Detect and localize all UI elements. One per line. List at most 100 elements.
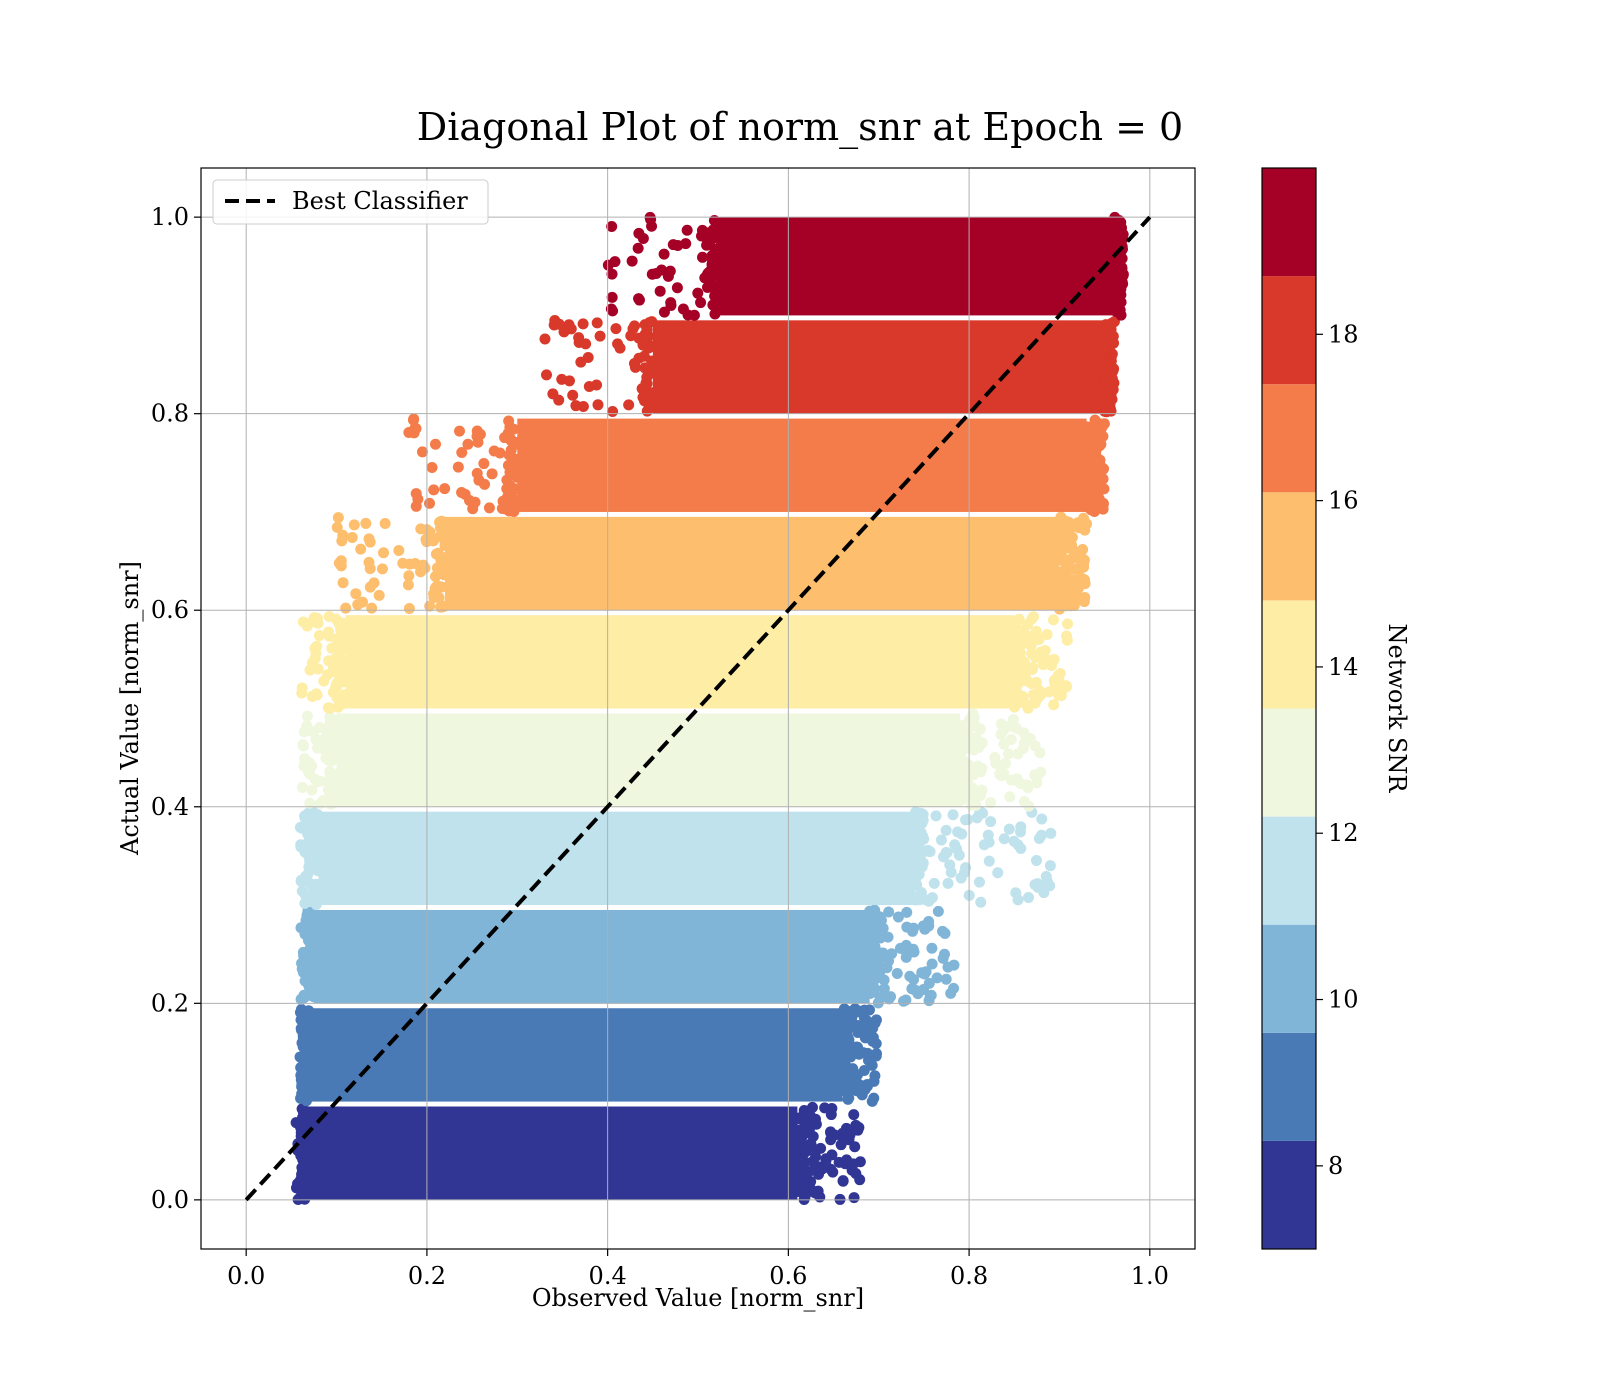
y-tick-label: 0.8: [151, 400, 189, 428]
scatter-point: [842, 1013, 854, 1025]
scatter-point: [962, 759, 974, 771]
scatter-point: [867, 1035, 879, 1047]
scatter-point: [792, 1185, 804, 1197]
scatter-point: [614, 342, 626, 354]
scatter-point: [296, 782, 308, 794]
scatter-point: [869, 1070, 881, 1082]
scatter-point: [303, 988, 315, 1000]
scatter-point: [452, 461, 464, 473]
scatter-point: [304, 797, 316, 809]
scatter-point: [827, 1166, 839, 1178]
scatter-point: [974, 723, 986, 735]
scatter-point: [304, 664, 316, 676]
scatter-point: [930, 810, 942, 822]
scatter-point: [870, 1050, 882, 1062]
scatter-point: [707, 280, 719, 292]
scatter-point: [1072, 551, 1084, 563]
scatter-band-core: [313, 909, 870, 1004]
scatter-point: [841, 1087, 853, 1099]
scatter-point: [309, 773, 321, 785]
colorbar-bin: [1262, 1140, 1316, 1249]
scatter-point: [1012, 894, 1024, 906]
scatter-point: [1041, 628, 1053, 640]
scatter-point: [1047, 614, 1059, 626]
scatter-point: [403, 427, 415, 439]
scatter-band-core: [345, 615, 1015, 709]
scatter-point: [913, 825, 925, 837]
scatter-point: [323, 610, 335, 622]
scatter-point: [854, 1174, 866, 1186]
scatter-band-core: [517, 418, 1087, 512]
scatter-point: [1030, 625, 1042, 637]
scatter-point: [329, 784, 341, 796]
scatter-point: [301, 966, 313, 978]
scatter-point: [947, 809, 959, 821]
scatter-point: [982, 829, 994, 841]
x-tick-label: 0.8: [950, 1262, 988, 1290]
scatter-point: [640, 378, 652, 390]
scatter-band: [331, 511, 1093, 615]
scatter-point: [511, 483, 523, 495]
x-tick-label: 0.6: [769, 1262, 807, 1290]
scatter-point: [428, 588, 440, 600]
scatter-point: [330, 775, 342, 787]
scatter-point: [473, 474, 485, 486]
scatter-point: [1019, 737, 1031, 749]
scatter-point: [1063, 518, 1075, 530]
scatter-point: [1078, 596, 1090, 608]
scatter-point: [298, 1159, 310, 1171]
scatter-point: [299, 1187, 311, 1199]
scatter-band-core: [304, 1106, 798, 1200]
scatter-point: [308, 889, 320, 901]
scatter-point: [435, 560, 447, 572]
scatter-point: [850, 1005, 862, 1017]
scatter-point: [1099, 324, 1111, 336]
scatter-point: [837, 1031, 849, 1043]
scatter-point: [926, 958, 938, 970]
scatter-point: [420, 533, 432, 545]
scatter-point: [931, 972, 943, 984]
scatter-point: [1032, 692, 1044, 704]
scatter-point: [1108, 228, 1120, 240]
scatter-point: [805, 1183, 817, 1195]
scatter-point: [900, 994, 912, 1006]
scatter-point: [311, 689, 323, 701]
scatter-point: [298, 1104, 310, 1116]
scatter-point: [633, 227, 645, 239]
scatter-point: [923, 916, 935, 928]
scatter-point: [923, 977, 935, 989]
scatter-point: [295, 1174, 307, 1186]
scatter-point: [340, 602, 352, 614]
y-tick-label: 0.0: [151, 1186, 189, 1214]
scatter-point: [1008, 622, 1020, 634]
scatter-point: [393, 544, 405, 556]
scatter-point: [511, 471, 523, 483]
colorbar-tick-label: 18: [1328, 320, 1359, 348]
legend: Best Classifier: [212, 179, 489, 225]
scatter-point: [877, 947, 889, 959]
scatter-point: [373, 589, 385, 601]
scatter-point: [306, 784, 318, 796]
scatter-point: [547, 388, 559, 400]
scatter-point: [709, 308, 721, 320]
scatter-point: [296, 1070, 308, 1082]
scatter-point: [1008, 835, 1020, 847]
scatter-point: [295, 1022, 307, 1034]
scatter-point: [1054, 551, 1066, 563]
scatter-point: [499, 494, 511, 506]
scatter-point: [580, 338, 592, 350]
scatter-point: [892, 911, 904, 923]
scatter-point: [1015, 826, 1027, 838]
scatter-point: [1080, 519, 1092, 531]
scatter-point: [313, 630, 325, 642]
scatter-point: [650, 268, 662, 280]
scatter-point: [928, 877, 940, 889]
scatter-point: [825, 1109, 837, 1121]
scatter-point: [866, 1059, 878, 1071]
scatter-point: [294, 821, 306, 833]
scatter-point: [1114, 273, 1126, 285]
scatter-point: [847, 1158, 859, 1170]
scatter-point: [346, 531, 358, 543]
scatter-point: [378, 547, 390, 559]
scatter-point: [606, 268, 618, 280]
